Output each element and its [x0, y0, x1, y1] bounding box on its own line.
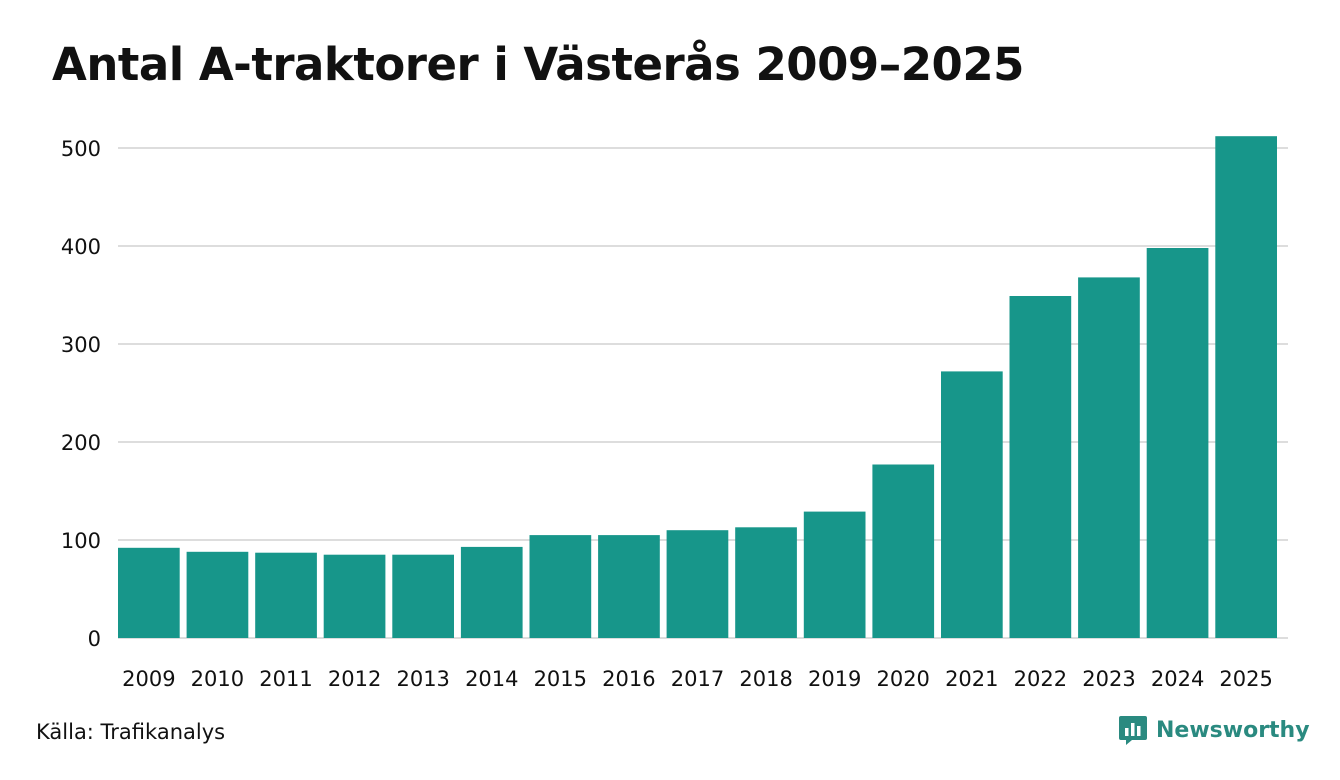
- x-tick-label: 2014: [465, 667, 518, 691]
- y-axis-ticks: 0 100 200 300 400 500: [61, 137, 101, 651]
- y-tick-label: 300: [61, 333, 101, 357]
- bar-2019: [803, 511, 866, 638]
- brand-logo: Newsworthy: [1118, 712, 1310, 748]
- y-tick-label: 500: [61, 137, 101, 161]
- x-tick-label: 2011: [259, 667, 312, 691]
- x-tick-label: 2013: [396, 667, 449, 691]
- bar-2017: [666, 530, 729, 638]
- bar-2021: [941, 371, 1003, 638]
- bar-2015: [529, 535, 592, 638]
- bar-2020: [872, 464, 935, 638]
- x-tick-label: 2016: [602, 667, 655, 691]
- x-tick-label: 2020: [876, 667, 929, 691]
- x-axis-ticks: 2009 2010 2011 2012 2013 2014 2015 2016 2017 2018…: [122, 667, 1273, 691]
- x-tick-label: 2010: [191, 667, 244, 691]
- bar-2013: [392, 554, 454, 638]
- newsworthy-logo-icon: [1119, 716, 1147, 745]
- x-tick-label: 2025: [1219, 667, 1272, 691]
- brand-name: Newsworthy: [1156, 717, 1310, 743]
- bar-2012: [323, 554, 386, 638]
- x-tick-label: 2023: [1082, 667, 1135, 691]
- x-tick-label: 2017: [671, 667, 724, 691]
- bar-2022: [1009, 296, 1072, 638]
- bar-2025: [1215, 136, 1277, 638]
- bar-2014: [460, 546, 523, 638]
- x-tick-label: 2021: [945, 667, 998, 691]
- chart-title: Antal A-traktorer i Västerås 2009–2025: [52, 38, 1024, 91]
- x-tick-label: 2024: [1151, 667, 1204, 691]
- y-tick-label: 100: [61, 529, 101, 553]
- x-tick-label: 2012: [328, 667, 381, 691]
- bar-2009: [118, 547, 180, 638]
- bars: [118, 136, 1277, 638]
- bar-2011: [255, 552, 317, 638]
- x-tick-label: 2015: [534, 667, 587, 691]
- x-tick-label: 2009: [122, 667, 175, 691]
- source-note: Källa: Trafikanalys: [36, 720, 226, 744]
- y-tick-label: 0: [88, 627, 101, 651]
- x-tick-label: 2019: [808, 667, 861, 691]
- bar-2024: [1146, 248, 1209, 638]
- bar-2016: [598, 535, 660, 638]
- x-tick-label: 2018: [739, 667, 792, 691]
- bar-2018: [735, 527, 797, 638]
- bar-2023: [1078, 277, 1140, 638]
- x-tick-label: 2022: [1014, 667, 1067, 691]
- y-tick-label: 200: [61, 431, 101, 455]
- bar-2010: [186, 551, 249, 638]
- y-tick-label: 400: [61, 235, 101, 259]
